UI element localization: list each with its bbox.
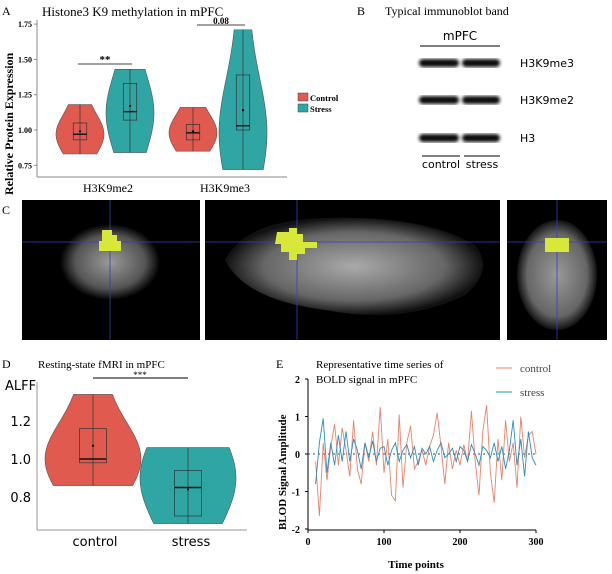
mri-sagittal-svg — [205, 200, 500, 340]
panel-e-title-line1: Representative time series of — [316, 359, 444, 371]
panel-a-label: A — [2, 4, 11, 18]
legend-swatch-control — [297, 92, 309, 102]
band-control-H3 — [419, 134, 459, 142]
y-tick-label: 1.0 — [10, 453, 31, 468]
lane-label-stress: stress — [466, 158, 499, 171]
control-h3k9me3-mean-point — [191, 130, 195, 133]
control-h3k9me2-box — [72, 122, 88, 141]
stress-h3k9me3-mean-point — [241, 109, 245, 112]
mri-coronal-image — [22, 200, 200, 340]
control-series-line — [315, 405, 537, 516]
band-control-H3K9me2 — [419, 96, 459, 104]
panel-e-label: E — [276, 357, 283, 371]
band-control-H3K9me3 — [419, 59, 459, 67]
y-tick-label: 1 — [295, 413, 300, 424]
y-tick-label: 1.00 — [18, 126, 32, 135]
band-stress-H3K9me2 — [462, 96, 500, 104]
stress-h3k9me2-box — [122, 83, 138, 121]
significance-me3: 0.08 — [213, 16, 229, 26]
stress-mean-point — [186, 488, 190, 491]
band-label: H3K9me2 — [520, 94, 574, 107]
panel-e: E Representative time series of BOLD sig… — [276, 357, 551, 571]
y-tick-label: -2 — [292, 525, 300, 536]
panel-b-title: Typical immunoblot band — [385, 4, 509, 18]
control-h3k9me3-box — [185, 124, 201, 141]
panel-d-title: Resting-state fMRI in mPFC — [38, 359, 165, 371]
legend-label-control: Control — [310, 93, 339, 103]
panel-b: B Typical immunoblot band mPFC H3K9me3 H3… — [357, 4, 574, 171]
cluster-icon — [545, 238, 569, 252]
legend-label-stress-e: stress — [520, 387, 544, 399]
lane-label-control: control — [422, 158, 460, 171]
panel-d-ylabel: ALFF — [5, 379, 36, 394]
band-stress-H3K9me3 — [462, 59, 500, 67]
legend-label-control-e: control — [520, 363, 551, 375]
category-label-control: control — [72, 535, 117, 550]
x-tick-label: 300 — [529, 537, 544, 548]
blot-region-label: mPFC — [443, 29, 477, 43]
y-tick-label: 1.75 — [18, 20, 32, 29]
category-label-h3k9me2: H3K9me2 — [83, 181, 133, 195]
control-mean-point — [91, 444, 95, 447]
stress-h3k9me2-mean-point — [128, 104, 132, 108]
significance-me2: ** — [100, 54, 112, 66]
y-tick-label: 1.25 — [18, 91, 32, 100]
cluster-icon — [275, 228, 317, 260]
band-label: H3K9me3 — [520, 57, 574, 70]
y-tick-label: 1.2 — [10, 415, 31, 430]
control-h3k9me2-mean-point — [78, 130, 82, 133]
panel-d: D Resting-state fMRI in mPFC ALFF 0.8 1.0… — [2, 357, 247, 550]
panel-c-label: C — [2, 203, 10, 217]
x-tick-label: 0 — [306, 537, 311, 548]
panel-e-xlabel: Time points — [388, 559, 444, 571]
mri-sagittal-image — [205, 200, 500, 340]
significance-d: *** — [133, 370, 147, 380]
panel-b-label: B — [357, 4, 365, 18]
mri-coronal-svg — [22, 200, 200, 340]
mri-axial-svg — [507, 200, 607, 340]
mri-axial-image — [507, 200, 607, 340]
x-tick-label: 100 — [377, 537, 392, 548]
band-label: H3 — [520, 132, 535, 145]
stress-series-line — [315, 418, 537, 485]
y-tick-label: -1 — [292, 488, 300, 499]
y-tick-label: 2 — [295, 375, 300, 386]
y-tick-label: 0.75 — [18, 161, 32, 170]
panel-a: A Histone3 K9 methylation in mPFC Relati… — [2, 4, 339, 195]
category-label-h3k9me3: H3K9me3 — [200, 181, 250, 195]
stress-box — [174, 470, 202, 517]
legend-label-stress: Stress — [310, 104, 332, 114]
control-box — [79, 428, 107, 464]
stress-h3k9me3-box — [235, 74, 251, 131]
panel-e-title-line2: BOLD signal in mPFC — [316, 374, 417, 386]
band-stress-H3 — [462, 134, 500, 142]
panel-a-ylabel: Relative Protein Expression — [2, 52, 16, 195]
brain-sagittal — [225, 217, 483, 315]
panel-e-ylabel: BLOD Signal Amplitude — [277, 414, 289, 530]
panel-a-title: Histone3 K9 methylation in mPFC — [42, 4, 223, 19]
y-tick-label: 0 — [295, 450, 300, 461]
panel-d-label: D — [2, 357, 11, 371]
legend-a: Control Stress — [297, 92, 339, 114]
legend-swatch-stress — [297, 103, 309, 113]
y-tick-label: 0.8 — [10, 491, 31, 506]
y-tick-label: 1.50 — [18, 55, 32, 64]
x-tick-label: 200 — [453, 537, 468, 548]
cluster-icon — [99, 230, 121, 251]
category-label-stress: stress — [172, 535, 211, 550]
